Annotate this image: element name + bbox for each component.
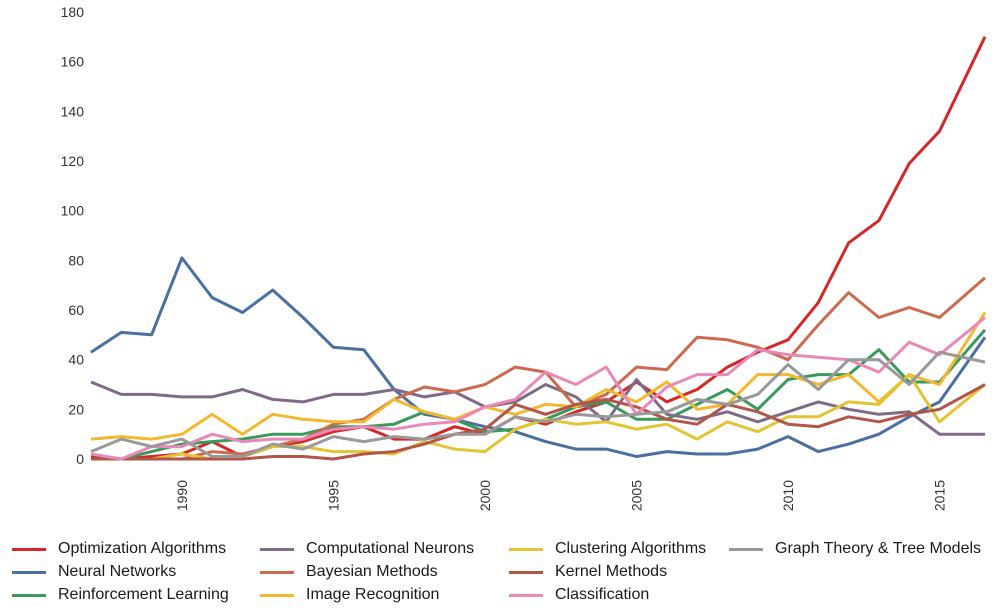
legend-label: Reinforcement Learning (58, 586, 229, 603)
legend-item: Optimization Algorithms (12, 538, 226, 560)
y-tick-label: 180 (61, 4, 85, 20)
x-axis-ticks: 1990 1995 2000 2005 2010 2015 (174, 480, 948, 511)
legend-swatch (509, 593, 543, 597)
y-tick-label: 120 (61, 153, 85, 169)
legend-label: Graph Theory & Tree Models (775, 540, 982, 557)
x-tick-label: 2015 (932, 480, 948, 511)
legend-item: Neural Networks (12, 561, 176, 583)
legend-item: Graph Theory & Tree Models (729, 538, 981, 560)
series-line-7 (91, 383, 986, 461)
y-tick-label: 40 (68, 352, 84, 368)
legend-swatch (509, 570, 543, 574)
legend-item: Computational Neurons (260, 538, 474, 560)
legend-item: Reinforcement Learning (12, 584, 229, 606)
legend-swatch (12, 570, 46, 574)
y-tick-label: 20 (68, 401, 84, 417)
line-chart: 0 20 40 60 80 100 120 140 160 180 1990 1995 2000 200… (61, 4, 987, 511)
legend-item: Image Recognition (260, 584, 439, 606)
y-tick-label: 100 (61, 203, 85, 219)
legend-label: Kernel Methods (555, 563, 668, 580)
y-axis-ticks: 0 20 40 60 80 100 120 140 160 180 (61, 4, 85, 467)
x-tick-label: 2005 (628, 480, 644, 511)
legend-swatch (260, 593, 294, 597)
legend-label: Clustering Algorithms (555, 540, 707, 557)
legend-swatch (729, 547, 763, 551)
y-tick-label: 0 (76, 451, 84, 467)
legend-item: Clustering Algorithms (509, 538, 706, 560)
legend-swatch (260, 570, 294, 574)
legend-swatch (260, 547, 294, 551)
x-tick-label: 1995 (325, 480, 341, 511)
legend-label: Bayesian Methods (306, 563, 438, 580)
legend-swatch (12, 593, 46, 597)
legend-label: Classification (555, 586, 650, 603)
series-line-1 (90, 256, 987, 458)
x-tick-label: 1990 (174, 480, 190, 511)
legend-label: Image Recognition (306, 586, 440, 603)
legend-item: Bayesian Methods (260, 561, 438, 583)
series-line-3 (90, 378, 985, 436)
y-tick-label: 80 (68, 252, 84, 268)
legend-label: Optimization Algorithms (58, 540, 227, 557)
legend-item: Kernel Methods (509, 561, 667, 583)
y-tick-label: 160 (61, 54, 85, 70)
x-tick-label: 2010 (780, 480, 796, 511)
y-tick-label: 60 (68, 302, 84, 318)
series-line-8 (90, 316, 986, 461)
legend: Optimization Algorithms Neural Networks Re… (12, 538, 997, 610)
legend-label: Neural Networks (58, 563, 177, 580)
legend-item: Classification (509, 584, 649, 606)
legend-swatch (509, 547, 543, 551)
series-line-9 (90, 350, 986, 458)
series-line-4 (91, 276, 986, 461)
series-line-0 (90, 36, 987, 461)
legend-swatch (12, 547, 46, 551)
series-lines (90, 36, 987, 461)
y-tick-label: 140 (61, 103, 85, 119)
x-tick-label: 2000 (477, 480, 493, 511)
legend-label: Computational Neurons (306, 540, 475, 557)
